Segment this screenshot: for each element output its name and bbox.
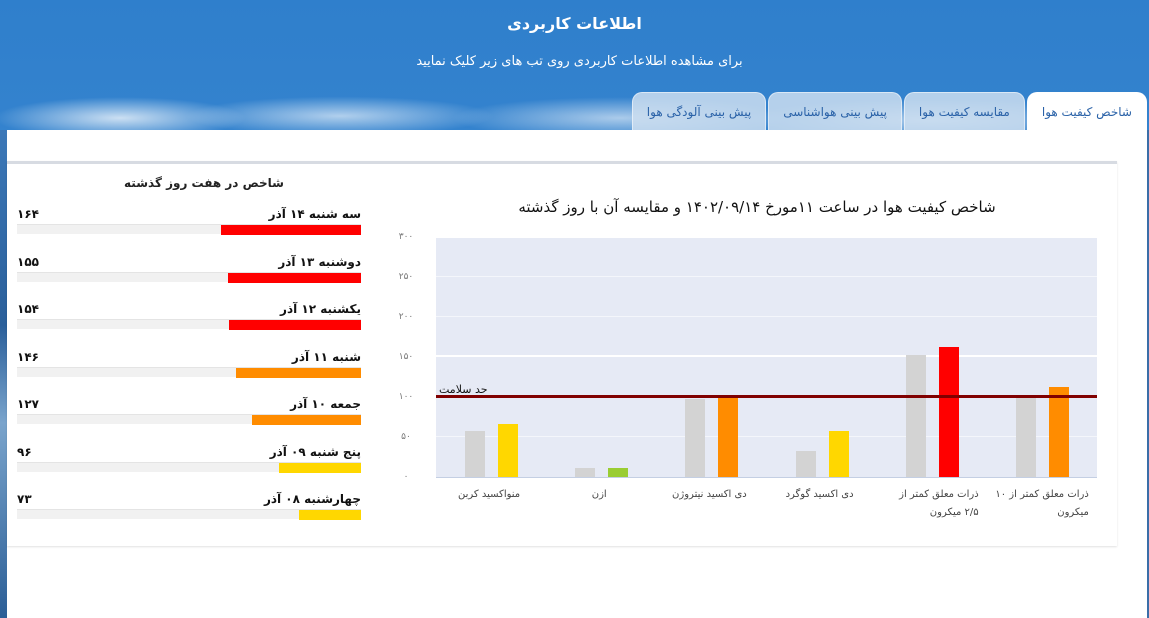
day-progress-fill — [228, 272, 361, 283]
seven-day-title: شاخص در هفت روز گذشته — [124, 176, 284, 190]
day-value: ۷۳ — [17, 492, 32, 506]
day-progress-fill — [221, 225, 361, 235]
day-label: پنج شنبه ۰۹ آذر — [269, 444, 361, 459]
day-row: سه شنبه ۱۴ آذر ۱۶۴ — [17, 207, 361, 237]
day-label: سه شنبه ۱۴ آذر — [268, 207, 361, 221]
day-progress-fill — [236, 367, 361, 378]
day-row: پنج شنبه ۰۹ آذر ۹۶ — [17, 445, 361, 475]
tab-content-panel: شاخص در هفت روز گذشته سه شنبه ۱۴ آذر ۱۶۴ د… — [7, 130, 1147, 618]
gridline — [436, 276, 1097, 277]
day-progress-fill — [299, 510, 361, 520]
x-axis-label: دی اکسید گوگرد — [785, 489, 854, 500]
day-progress-fill — [252, 415, 361, 425]
tab-air-quality-index[interactable]: شاخص کیفیت هوا — [1026, 92, 1147, 130]
bar-previous-day[interactable] — [795, 450, 816, 477]
bar-previous-day[interactable] — [905, 354, 926, 477]
y-axis-tick: ۱۰۰ — [398, 392, 414, 402]
tab-air-quality-comparison[interactable]: مقایسه کیفیت هوا — [903, 92, 1025, 130]
x-axis-label: ذرات معلق کمتر از ۲/۵ میکرون — [899, 489, 979, 518]
day-value: ۱۶۴ — [17, 207, 39, 221]
day-row: شنبه ۱۱ آذر ۱۴۶ — [17, 350, 361, 380]
gridline — [436, 355, 1097, 357]
day-value: ۱۴۶ — [17, 349, 39, 364]
day-progress-track — [17, 366, 361, 378]
day-progress-track — [17, 224, 361, 235]
gridline — [436, 316, 1097, 317]
day-value: ۱۵۵ — [17, 254, 39, 269]
day-progress-track — [17, 319, 361, 330]
bar-chart-plot: حد سلامت — [436, 238, 1097, 478]
day-value: ۱۲۷ — [17, 397, 39, 411]
y-axis-tick: ۵۰ — [401, 432, 411, 442]
x-axis-label: ازن — [591, 489, 607, 500]
bar-today[interactable] — [828, 430, 849, 477]
bar-today[interactable] — [1048, 387, 1069, 477]
day-row: جمعه ۱۰ آذر ۱۲۷ — [17, 397, 361, 427]
y-axis-tick: ۳۰۰ — [398, 232, 414, 242]
bar-today[interactable] — [608, 468, 629, 477]
bar-previous-day[interactable] — [685, 398, 706, 477]
health-limit-label: حد سلامت — [439, 383, 488, 396]
day-row: چهارشنبه ۰۸ آذر ۷۳ — [17, 492, 361, 522]
day-row: دوشنبه ۱۳ آذر ۱۵۵ — [17, 255, 361, 285]
background-edge — [0, 130, 7, 618]
tab-pollution-forecast[interactable]: پیش بینی آلودگی هوا — [631, 92, 767, 130]
day-progress-track — [17, 509, 361, 520]
gridline — [436, 436, 1097, 437]
bar-previous-day[interactable] — [465, 430, 485, 477]
health-limit-line — [436, 395, 1097, 398]
y-axis-tick: ۰ — [403, 472, 409, 482]
bar-today[interactable] — [718, 394, 739, 477]
aqi-card: شاخص در هفت روز گذشته سه شنبه ۱۴ آذر ۱۶۴ د… — [7, 161, 1117, 546]
tab-weather-forecast[interactable]: پیش بینی هواشناسی — [768, 92, 902, 130]
y-axis-tick: ۲۰۰ — [398, 312, 414, 322]
day-row: یکشنبه ۱۲ آذر ۱۵۴ — [17, 302, 361, 332]
day-progress-track — [17, 271, 361, 283]
x-axis-label: ذرات معلق کمتر از ۱۰ میکرون — [995, 489, 1089, 518]
background-edge-right — [1147, 130, 1149, 618]
day-progress-fill — [229, 320, 361, 330]
y-axis-tick: ۲۵۰ — [398, 272, 414, 282]
day-label: چهارشنبه ۰۸ آذر — [263, 492, 361, 506]
page-subtitle: برای مشاهده اطلاعات کاربردی روی تب های ز… — [416, 54, 743, 69]
day-value: ۹۶ — [17, 444, 32, 459]
day-label: دوشنبه ۱۳ آذر — [278, 254, 361, 269]
x-axis-label: منواکسید کربن — [458, 489, 521, 500]
y-axis-tick: ۱۵۰ — [398, 352, 414, 362]
page-title: اطلاعات کاربردی — [507, 14, 642, 33]
day-progress-fill — [279, 462, 361, 473]
tab-bar: شاخص کیفیت هوا مقایسه کیفیت هوا پیش بینی… — [631, 92, 1147, 130]
x-axis-label: دی اکسید نیتروژن — [672, 489, 747, 500]
bar-previous-day[interactable] — [1015, 397, 1036, 477]
bar-today[interactable] — [498, 424, 518, 477]
bar-previous-day[interactable] — [575, 468, 596, 477]
day-value: ۱۵۴ — [17, 302, 39, 316]
day-progress-track — [17, 414, 361, 425]
bar-today[interactable] — [938, 347, 959, 477]
day-label: شنبه ۱۱ آذر — [291, 349, 361, 364]
day-progress-track — [17, 461, 361, 473]
day-label: جمعه ۱۰ آذر — [290, 397, 361, 411]
day-label: یکشنبه ۱۲ آذر — [280, 302, 361, 316]
chart-title: شاخص کیفیت هوا در ساعت ۱۱مورخ ۱۴۰۲/۰۹/۱۴… — [518, 198, 996, 216]
